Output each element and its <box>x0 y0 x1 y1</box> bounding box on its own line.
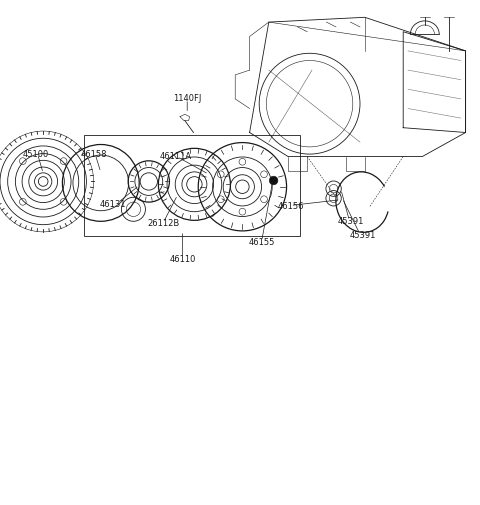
Text: 46158: 46158 <box>80 149 107 159</box>
Text: 46155: 46155 <box>249 238 275 247</box>
Bar <box>84 135 300 236</box>
Circle shape <box>269 176 278 185</box>
Text: 46156: 46156 <box>277 203 304 212</box>
Text: 46111A: 46111A <box>159 152 191 161</box>
Text: 46110: 46110 <box>169 255 195 264</box>
Text: 1140FJ: 1140FJ <box>173 94 202 104</box>
Text: 26112B: 26112B <box>147 219 180 228</box>
Text: 45391: 45391 <box>337 217 363 226</box>
Text: 45391: 45391 <box>349 231 375 240</box>
Text: 46131: 46131 <box>99 200 126 209</box>
Text: 45100: 45100 <box>23 149 49 159</box>
